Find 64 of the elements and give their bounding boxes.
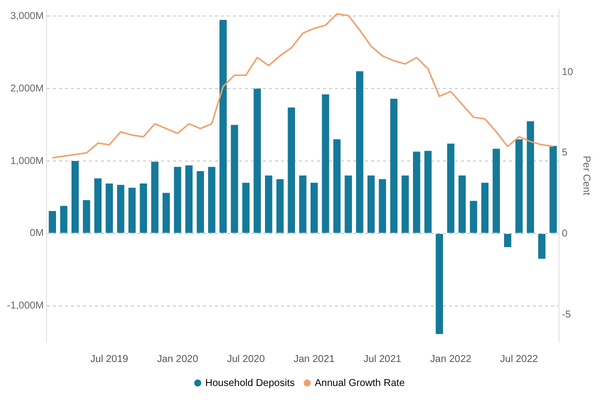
y-tick-label: 0M	[30, 228, 44, 240]
bar	[48, 210, 56, 233]
bar	[288, 107, 296, 233]
bar	[242, 182, 250, 233]
bar	[526, 121, 534, 233]
x-tick-label: Jul 2022	[500, 354, 538, 365]
bar	[458, 176, 466, 233]
bar	[117, 184, 124, 233]
bar	[402, 176, 409, 233]
x-tick-label: Jan 2021	[294, 354, 336, 365]
bar	[424, 150, 432, 233]
bar	[322, 94, 330, 233]
y-tick-label: 3,000M	[10, 10, 44, 22]
x-tick-label: Jan 2020	[157, 354, 199, 365]
bar	[310, 182, 318, 233]
bar	[94, 178, 102, 233]
bar	[128, 188, 136, 233]
bar	[447, 144, 454, 233]
bar	[538, 234, 546, 259]
bar	[550, 146, 557, 233]
bar	[390, 98, 398, 233]
bar	[140, 183, 148, 233]
bar	[504, 234, 512, 248]
x-tick-label: Jan 2022	[430, 354, 472, 365]
bar	[60, 206, 68, 233]
bar	[481, 182, 489, 233]
bar	[174, 166, 182, 233]
bar	[208, 166, 216, 233]
bar	[333, 139, 341, 233]
bar	[230, 124, 238, 233]
bar	[82, 200, 90, 233]
bar	[492, 148, 500, 233]
x-tick-label: Jul 2019	[90, 354, 129, 365]
bar	[72, 161, 79, 233]
bar	[162, 192, 170, 233]
bar	[436, 234, 443, 334]
x-tick-label: Jul 2020	[226, 354, 266, 365]
bar	[151, 162, 158, 233]
bar	[378, 179, 386, 233]
y-tick-label: -1,000M	[6, 300, 44, 312]
bar	[470, 200, 478, 233]
bar	[106, 183, 113, 233]
y-tick-label: 1,000M	[10, 156, 44, 167]
bar	[412, 152, 420, 233]
bar	[254, 88, 261, 233]
y2-axis-title: Per Cent	[580, 156, 592, 196]
bar	[219, 20, 227, 233]
bar	[276, 179, 284, 233]
bar	[299, 176, 306, 233]
y2-tick-label: -5	[562, 309, 572, 320]
y-tick-label: 2,000M	[10, 83, 44, 94]
bar	[196, 171, 204, 233]
legend-label: Annual Growth Rate	[314, 378, 406, 389]
y2-tick-label: 0	[562, 228, 568, 240]
bar	[344, 176, 352, 233]
y2-tick-label: 5	[562, 148, 568, 159]
x-tick-label: Jul 2021	[364, 354, 402, 365]
bar	[265, 176, 272, 233]
bar	[185, 165, 193, 233]
y2-tick-label: 10	[562, 66, 574, 78]
bar	[515, 139, 523, 233]
bar	[367, 176, 375, 233]
bar	[356, 71, 364, 233]
legend-label: Household Deposits	[205, 378, 295, 389]
